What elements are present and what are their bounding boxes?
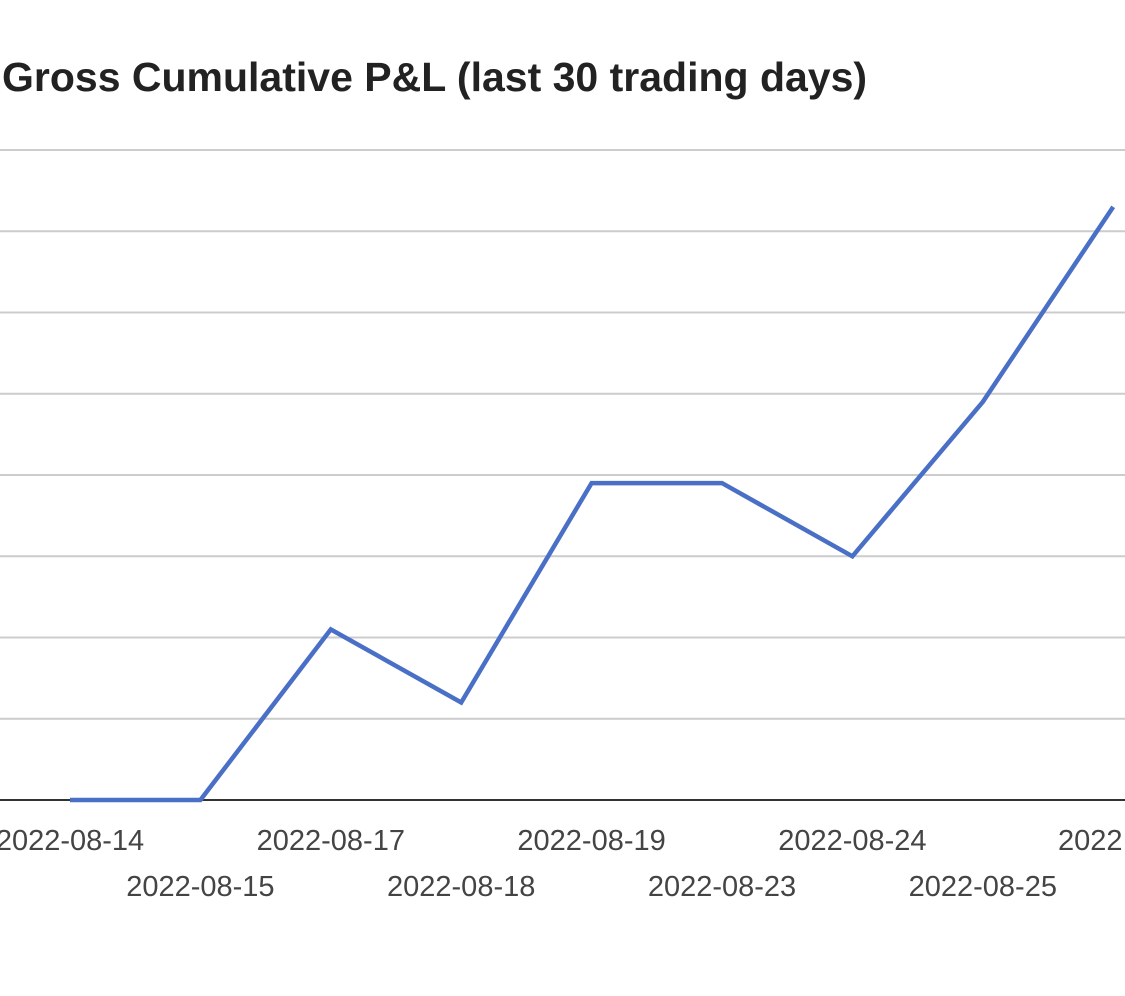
data-point[interactable] — [455, 697, 467, 709]
data-point[interactable] — [586, 477, 598, 489]
series-layer — [64, 201, 1119, 806]
gridlines — [0, 149, 1125, 720]
x-tick-label: 2022-08-18 — [387, 871, 535, 903]
x-tick-label: 2022-08-14 — [0, 825, 144, 857]
chart-title: Gross Cumulative P&L (last 30 trading da… — [2, 54, 868, 100]
x-tick-label: 2022-08-25 — [909, 871, 1057, 903]
data-point[interactable] — [1107, 201, 1119, 213]
x-tick-labels: 2022-08-14 2022-08-15 2022-08-17 2022-08-18… — [0, 825, 1123, 903]
x-tick-label: 2022 — [1058, 825, 1123, 857]
x-tick-label: 2022-08-19 — [517, 825, 665, 857]
data-point[interactable] — [846, 550, 858, 562]
series-line — [70, 205, 1116, 803]
data-point[interactable] — [194, 794, 206, 806]
data-point[interactable] — [64, 794, 76, 806]
x-tick-label: 2022-08-15 — [126, 871, 274, 903]
x-tick-label: 2022-08-23 — [648, 871, 796, 903]
x-tick-label: 2022-08-17 — [257, 825, 405, 857]
data-point[interactable] — [716, 477, 728, 489]
x-tick-label: 2022-08-24 — [778, 825, 926, 857]
data-point[interactable] — [325, 623, 337, 635]
data-point[interactable] — [977, 396, 989, 408]
